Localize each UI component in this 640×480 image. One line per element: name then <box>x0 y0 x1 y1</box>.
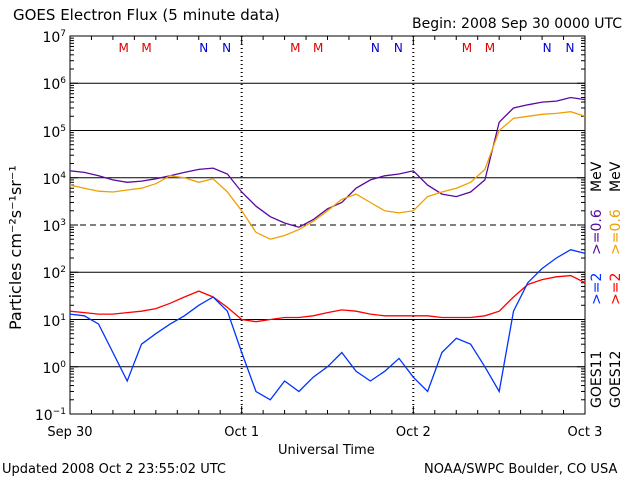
marker-m: M <box>141 41 151 55</box>
y-tick-label: 101 <box>42 312 66 330</box>
legend-red-2mev: >=2 <box>608 272 624 305</box>
marker-n: N <box>371 41 380 55</box>
legend-purple-06mev: >=0.6 <box>589 209 605 255</box>
day-separators <box>240 36 415 414</box>
updated-timestamp: Updated 2008 Oct 2 23:55:02 UTC <box>2 462 226 477</box>
marker-n: N <box>222 41 231 55</box>
noaa-credit: NOAA/SWPC Boulder, CO USA <box>424 462 618 477</box>
marker-m: M <box>485 41 495 55</box>
series-line <box>69 111 586 240</box>
y-tick-label: 106 <box>42 76 66 94</box>
legend-goes12: GOES12 <box>608 350 624 408</box>
flux-series <box>69 96 586 401</box>
chart-title: GOES Electron Flux (5 minute data) <box>13 6 280 24</box>
series-line <box>69 274 586 323</box>
y-tick-label: 104 <box>42 170 66 188</box>
marker-m: M <box>313 41 323 55</box>
axis-ticks <box>69 35 586 415</box>
y-tick-label: 100 <box>42 359 66 377</box>
y-tick-label: 102 <box>42 265 66 283</box>
x-axis-label: Universal Time <box>278 443 375 458</box>
marker-n: N <box>199 41 208 55</box>
legend-mev-goes11: MeV <box>589 161 605 192</box>
y-tick-label: 107 <box>42 29 66 46</box>
marker-n: N <box>543 41 552 55</box>
x-tick-label: Oct 2 <box>395 425 431 440</box>
x-tick-label: Oct 3 <box>567 425 603 440</box>
legend-mev-goes12: MeV <box>608 161 624 192</box>
y-axis-label: Particles cm⁻²s⁻¹sr⁻¹ <box>6 165 25 330</box>
legend-goes11: GOES11 <box>589 350 605 408</box>
y-tick-label: 10−1 <box>34 407 66 424</box>
plot-frame <box>69 35 586 415</box>
marker-n: N <box>394 41 403 55</box>
series-line <box>69 249 586 401</box>
marker-n: N <box>565 41 574 55</box>
series-line <box>69 96 586 228</box>
legend-orange-06mev: >=0.6 <box>608 209 624 255</box>
legend-blue-2mev: >=2 <box>589 272 605 305</box>
y-tick-label: 105 <box>42 123 66 141</box>
grid-lines <box>70 82 585 368</box>
y-tick-label: 103 <box>42 218 66 235</box>
x-tick-label: Oct 1 <box>224 425 260 440</box>
marker-m: M <box>462 41 472 55</box>
x-tick-label: Sep 30 <box>47 425 93 440</box>
marker-m: M <box>118 41 128 55</box>
begin-date: Begin: 2008 Sep 30 0000 UTC <box>412 16 623 32</box>
marker-m: M <box>290 41 300 55</box>
